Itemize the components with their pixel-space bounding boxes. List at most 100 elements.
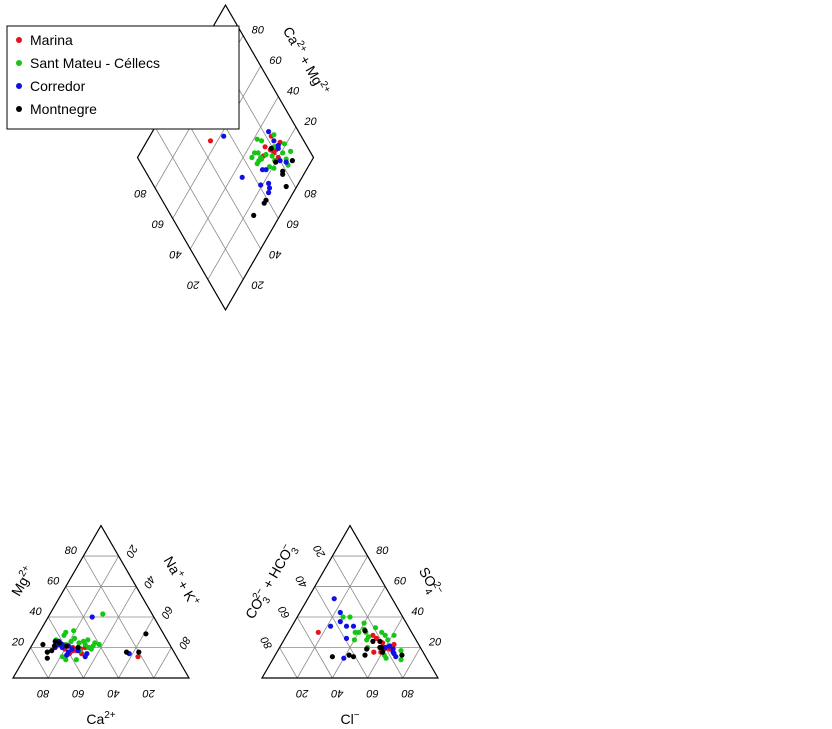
anion-point xyxy=(350,623,357,629)
diamond-point xyxy=(255,150,261,156)
tick-label: 20 xyxy=(251,279,265,291)
tick-label: 60 xyxy=(47,575,60,587)
mg-axis-title: Mg2+ xyxy=(7,563,37,598)
tick-label: 40 xyxy=(107,687,120,699)
cl-axis-title: Cl− xyxy=(340,710,359,727)
anion-triangle xyxy=(260,524,440,679)
tick-label: 80 xyxy=(376,545,389,557)
cation-point xyxy=(44,655,50,661)
cation-point xyxy=(51,643,58,649)
diamond-point xyxy=(283,183,289,190)
anion-point xyxy=(391,641,397,648)
cation-point xyxy=(40,641,46,648)
grid-line xyxy=(332,555,404,679)
tick-label: 60 xyxy=(286,218,299,230)
tick-label: 80 xyxy=(36,687,49,699)
anion-point xyxy=(373,635,379,642)
anion-point xyxy=(364,637,370,643)
diamond-point xyxy=(275,145,281,151)
diamond-point xyxy=(251,150,258,156)
cation-point xyxy=(82,654,88,660)
cation-point xyxy=(89,614,95,620)
diamond-point xyxy=(249,154,255,161)
cation-point xyxy=(57,640,63,646)
diamond-point xyxy=(251,212,257,218)
tick-label: 40 xyxy=(287,85,300,97)
diamond-point xyxy=(268,145,274,151)
diamond-point xyxy=(207,138,214,144)
tick-label: 20 xyxy=(142,687,156,699)
diamond-point xyxy=(266,164,273,170)
anion-point xyxy=(350,654,357,660)
grid-line xyxy=(83,586,137,679)
diamond-point xyxy=(269,153,275,159)
anion-point xyxy=(399,652,405,658)
anion-point xyxy=(362,628,368,634)
anion-point xyxy=(385,637,391,643)
anion-point xyxy=(364,646,370,652)
cation-point xyxy=(143,631,149,637)
cation-point xyxy=(63,629,69,635)
tick-label: 20 xyxy=(428,636,442,648)
diamond-point xyxy=(266,190,272,196)
anion-point xyxy=(328,623,334,629)
diamond-point xyxy=(273,159,279,165)
anion-point xyxy=(391,632,397,638)
tick-label: 80 xyxy=(401,687,414,699)
cation-point xyxy=(44,649,50,655)
diamond-point xyxy=(221,133,227,139)
grid-line xyxy=(172,65,262,219)
tick-label: 60 xyxy=(276,603,293,620)
diamond-point xyxy=(266,185,273,191)
tick-label: 20 xyxy=(123,542,140,560)
diamond-point xyxy=(289,158,295,164)
anion-point xyxy=(340,614,346,620)
grid-line xyxy=(30,647,49,679)
legend: Marina Sant Mateu - Céllecs Corredor Montne… xyxy=(6,25,240,130)
anion-point xyxy=(370,638,376,645)
grid-lines xyxy=(30,35,421,679)
cation-point xyxy=(71,628,77,634)
anion-point xyxy=(351,637,357,643)
legend-marker xyxy=(16,37,22,43)
tick-label: 60 xyxy=(158,604,175,621)
cation-point xyxy=(96,641,102,648)
anion-point xyxy=(379,629,385,635)
cation-point xyxy=(69,646,75,652)
diamond-point xyxy=(259,138,265,144)
anion-point xyxy=(383,655,389,661)
tick-label: 80 xyxy=(133,187,146,199)
tick-label: 80 xyxy=(175,634,192,651)
cation-triangle xyxy=(11,524,191,679)
tick-label: 60 xyxy=(71,687,84,699)
anion-point xyxy=(398,657,404,663)
anion-point xyxy=(343,623,350,629)
diamond-point xyxy=(283,159,289,165)
diamond-point xyxy=(266,129,272,135)
diamond-point xyxy=(263,197,269,203)
ca-axis-title: Ca2+ xyxy=(86,710,115,727)
grid-line xyxy=(153,647,172,679)
anion-point xyxy=(341,655,347,661)
cation-point xyxy=(92,640,98,646)
legend-marker xyxy=(16,83,22,89)
tick-label: 20 xyxy=(186,279,200,291)
legend-label: Corredor xyxy=(30,78,86,94)
tick-label: 60 xyxy=(269,55,282,67)
anion-point xyxy=(331,596,337,602)
tick-label: 80 xyxy=(252,24,265,36)
anion-point xyxy=(346,652,352,658)
tick-label: 20 xyxy=(295,687,309,699)
central-diamond xyxy=(136,3,315,312)
cation-point xyxy=(76,640,82,646)
tick-label: 40 xyxy=(411,606,424,618)
legend-label: Sant Mateu - Céllecs xyxy=(30,55,160,71)
anion-point xyxy=(380,649,386,655)
cation-point xyxy=(52,638,58,645)
diamond-point xyxy=(277,158,283,164)
anion-point xyxy=(362,652,368,658)
diamond-point xyxy=(263,151,269,158)
tick-label: 20 xyxy=(311,542,328,560)
anion-point xyxy=(329,654,335,660)
diamond-point xyxy=(254,136,260,142)
